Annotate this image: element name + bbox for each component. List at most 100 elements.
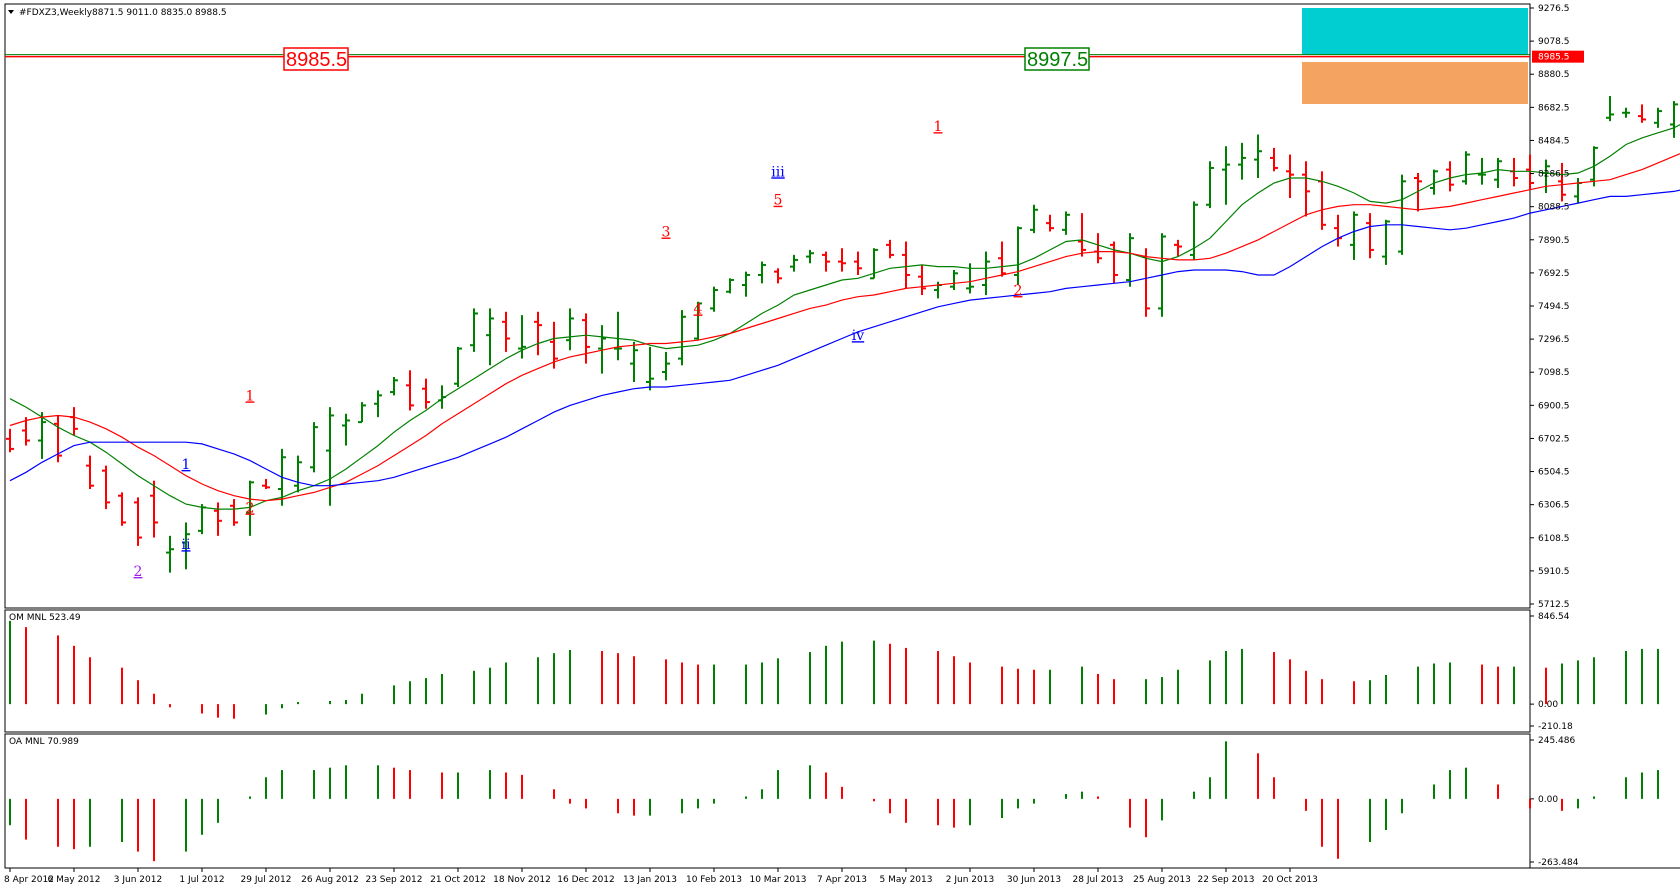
time-tick-label: 23 Sep 2012	[365, 875, 422, 885]
time-tick-label: 7 Apr 2013	[817, 875, 867, 885]
ohlc-bar	[1366, 213, 1374, 259]
ohlc-bar	[1478, 157, 1486, 185]
oa-oscillator-tick-label: 245.486	[1538, 736, 1575, 746]
ohlc-bar	[1414, 172, 1422, 212]
ohlc-bar	[902, 241, 910, 289]
time-tick-label: 13 Jan 2013	[623, 875, 677, 885]
ohlc-bar	[806, 249, 814, 264]
oa-oscillator-tick-label: -263.484	[1538, 858, 1579, 868]
ma-fast-line	[9, 124, 1680, 510]
panel-frame-1	[4, 609, 1531, 733]
om-oscillator-panel: 846.54 0.00 -210.18 OM MNL 523.49	[9, 612, 1659, 732]
om-oscillator-tick-label: 846.54	[1538, 612, 1570, 622]
ohlc-bar	[678, 310, 686, 366]
price-tick-label: 8484.5	[1538, 136, 1570, 146]
dropdown-triangle-icon[interactable]	[8, 10, 14, 14]
ohlc-bar	[1030, 204, 1038, 234]
ohlc-bar	[150, 480, 158, 538]
ohlc-bar	[1574, 177, 1582, 204]
price-tick-label: 7692.5	[1538, 269, 1570, 279]
ohlc-bar	[1670, 101, 1678, 138]
ohlc-bar	[310, 422, 318, 473]
ohlc-bar	[1174, 239, 1182, 257]
ohlc-bar	[326, 407, 334, 506]
price-tick-label: 7890.5	[1538, 236, 1570, 246]
ohlc-bar	[374, 390, 382, 418]
ohlc-bar	[1014, 226, 1022, 286]
current-price-marker	[1532, 50, 1584, 63]
wave-label: 2	[134, 564, 143, 580]
price-tick-label: 6108.5	[1538, 534, 1570, 544]
price-tick-label: 6504.5	[1538, 468, 1570, 478]
time-tick-label: 5 May 2013	[880, 875, 933, 885]
ohlc-bar	[950, 269, 958, 291]
time-tick-label: 28 Jul 2013	[1073, 875, 1124, 885]
ohlc-bar	[1254, 134, 1262, 178]
price-tick-label: 5712.5	[1538, 600, 1570, 610]
panel-frames	[4, 3, 1680, 869]
ohlc-bar	[262, 478, 270, 490]
ohlc-bar	[694, 301, 702, 341]
ohlc-bar	[1238, 142, 1246, 180]
om-oscillator-tick-label: -210.18	[1538, 722, 1573, 732]
ma-slow-line	[9, 189, 1680, 487]
ohlc-bar	[214, 502, 222, 536]
ohlc-bar	[486, 308, 494, 366]
price-box-red-label: 8985.5	[286, 49, 347, 71]
ohlc-bar	[1062, 211, 1070, 235]
price-tick-label: 8880.5	[1538, 70, 1570, 80]
om-oscillator-title: OM MNL 523.49	[9, 613, 81, 623]
header-ohlc: 8871.5 9011.0 8835.0 8988.5	[92, 8, 227, 18]
ohlc-bar	[166, 535, 174, 573]
ohlc-bar	[294, 455, 302, 493]
ohlc-bars	[6, 96, 1678, 573]
ohlc-bar	[454, 346, 462, 388]
ohlc-bar	[726, 278, 734, 294]
wave-label: 2	[1014, 283, 1023, 299]
time-tick-label: 25 Aug 2013	[1133, 875, 1191, 885]
price-tick-label: 6702.5	[1538, 434, 1570, 444]
price-lines: 8985.5 8997.5	[5, 47, 1530, 71]
oa-oscillator-title: OA MNL 70.989	[9, 737, 79, 747]
time-tick-label: 29 Jul 2012	[241, 875, 292, 885]
price-tick-label: 8682.5	[1538, 103, 1570, 113]
ohlc-bar	[886, 239, 894, 259]
price-tick-label: 7098.5	[1538, 368, 1570, 378]
ohlc-bar	[502, 311, 510, 352]
price-tick-label: 6306.5	[1538, 501, 1570, 511]
ohlc-bar	[1526, 154, 1534, 190]
ohlc-bar	[230, 499, 238, 526]
ohlc-bar	[614, 311, 622, 361]
time-tick-label: 20 Oct 2013	[1262, 875, 1318, 885]
ohlc-bar	[1286, 154, 1294, 199]
time-tick-label: 2 Jun 2013	[946, 875, 994, 885]
price-tick-label: 8286.5	[1538, 170, 1570, 180]
time-tick-label: 1 Jul 2012	[179, 875, 224, 885]
wave-label: 1	[934, 119, 943, 135]
time-tick-label: 16 Dec 2012	[557, 875, 615, 885]
time-tick-label: 21 Oct 2012	[430, 875, 486, 885]
time-tick-label: 10 Feb 2013	[686, 875, 742, 885]
wave-label: ii	[182, 537, 191, 553]
time-tick-label: 22 Sep 2013	[1197, 875, 1254, 885]
ohlc-bar	[518, 315, 526, 359]
oa-oscillator-panel: 245.486 0.00 -263.484 OA MNL 70.989	[9, 736, 1659, 868]
ohlc-bar	[646, 346, 654, 391]
ohlc-bar	[1078, 213, 1086, 257]
target-zone-lower	[1302, 62, 1528, 104]
ohlc-bar	[1654, 107, 1662, 128]
wave-label: iv	[852, 328, 864, 344]
price-tick-label: 8088.5	[1538, 203, 1570, 213]
ohlc-bar	[1558, 162, 1566, 202]
ohlc-bar	[1622, 107, 1630, 118]
price-tick-label: 7494.5	[1538, 302, 1570, 312]
ohlc-bar	[1222, 146, 1230, 205]
ohlc-bar	[774, 268, 782, 284]
time-tick-label: 26 Aug 2012	[301, 875, 359, 885]
price-axis: 9276.5 9078.5 8880.5 8682.5 8484.5 8286.5 8088…	[1530, 4, 1584, 610]
wave-label: 2	[246, 500, 255, 516]
ohlc-bar	[710, 286, 718, 312]
ohlc-bar	[102, 465, 110, 510]
